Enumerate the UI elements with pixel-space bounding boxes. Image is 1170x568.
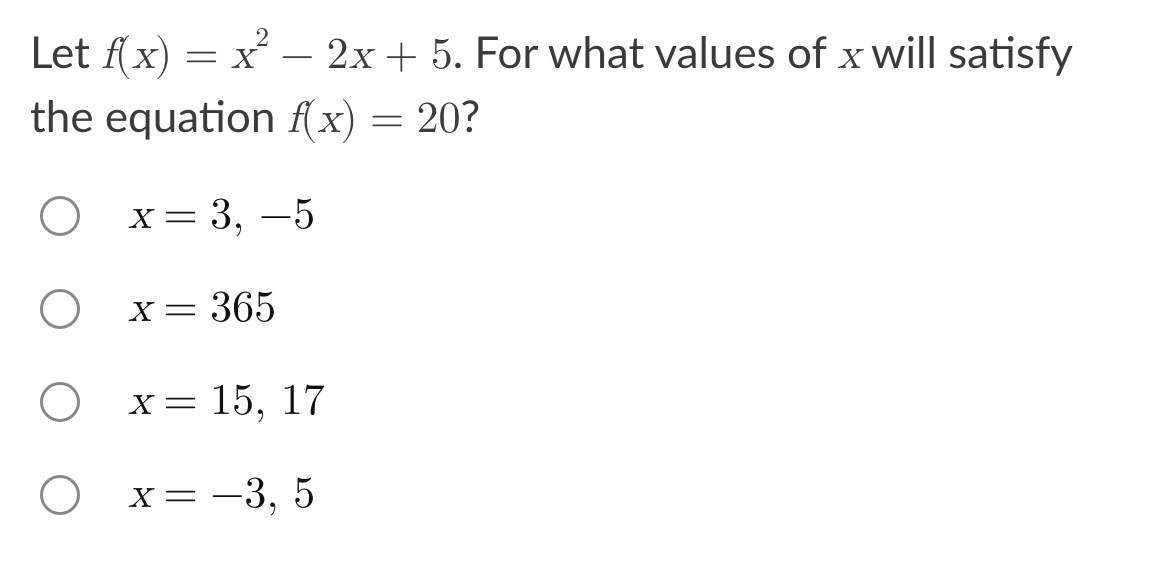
radio-icon[interactable] xyxy=(40,196,80,236)
option-row[interactable]: x=3, −5 xyxy=(40,189,1140,242)
option-row[interactable]: x=365 xyxy=(40,282,1140,335)
radio-icon[interactable] xyxy=(40,289,80,329)
question-math-def: f(x)=x2−2x+5 xyxy=(101,33,453,77)
question-text: Let f(x)=x2−2x+5. For what values of x w… xyxy=(30,20,1140,151)
option-row[interactable]: x=15, 17 xyxy=(40,375,1140,428)
option-label: x=15, 17 xyxy=(128,375,325,428)
question-qmark: ? xyxy=(461,90,481,142)
quiz-container: Let f(x)=x2−2x+5. For what values of x w… xyxy=(0,0,1170,521)
option-row[interactable]: x=−3, 5 xyxy=(40,468,1140,521)
radio-icon[interactable] xyxy=(40,475,80,515)
question-mid1: . For what values of xyxy=(453,26,838,78)
question-math-eqn: f(x)=20 xyxy=(287,97,461,141)
question-x: x xyxy=(837,33,860,77)
option-label: x=−3, 5 xyxy=(128,468,315,521)
question-prefix: Let xyxy=(30,26,101,78)
radio-icon[interactable] xyxy=(40,382,80,422)
option-label: x=3, −5 xyxy=(128,189,315,242)
option-label: x=365 xyxy=(128,282,276,335)
options-list: x=3, −5 x=365 x=15, 17 x=−3, 5 xyxy=(30,179,1140,521)
